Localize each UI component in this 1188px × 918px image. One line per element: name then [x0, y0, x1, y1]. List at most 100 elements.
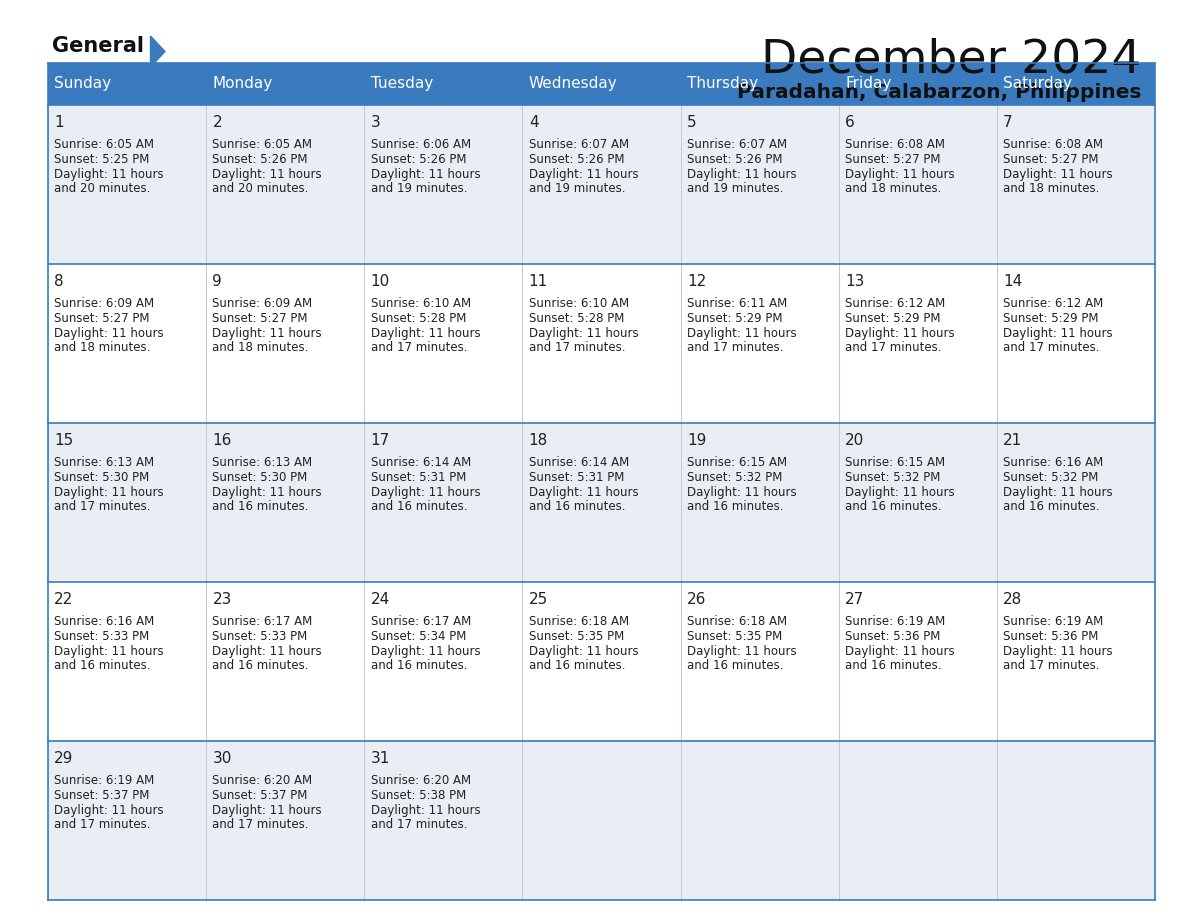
Text: 14: 14 — [1003, 274, 1023, 289]
Text: Daylight: 11 hours: Daylight: 11 hours — [213, 168, 322, 181]
Text: and 18 minutes.: and 18 minutes. — [845, 183, 941, 196]
Text: Sunrise: 6:15 AM: Sunrise: 6:15 AM — [845, 456, 946, 469]
Text: Sunset: 5:28 PM: Sunset: 5:28 PM — [371, 312, 466, 325]
Bar — [365, 63, 523, 105]
Bar — [839, 264, 997, 423]
Text: and 19 minutes.: and 19 minutes. — [529, 183, 625, 196]
Text: 30: 30 — [213, 751, 232, 766]
Text: Daylight: 11 hours: Daylight: 11 hours — [687, 486, 796, 498]
Text: Sunrise: 6:07 AM: Sunrise: 6:07 AM — [687, 138, 786, 151]
Text: Sunrise: 6:20 AM: Sunrise: 6:20 AM — [371, 774, 470, 787]
Bar — [48, 264, 207, 423]
Text: Sunset: 5:30 PM: Sunset: 5:30 PM — [213, 471, 308, 484]
Bar — [207, 264, 365, 423]
Bar — [839, 741, 997, 900]
Text: Sunrise: 6:10 AM: Sunrise: 6:10 AM — [371, 297, 470, 310]
Bar — [997, 741, 1155, 900]
Text: Sunrise: 6:19 AM: Sunrise: 6:19 AM — [55, 774, 154, 787]
Text: 19: 19 — [687, 433, 707, 448]
Bar — [523, 741, 681, 900]
Text: 22: 22 — [55, 592, 74, 607]
Text: Sunset: 5:33 PM: Sunset: 5:33 PM — [213, 630, 308, 643]
Text: 24: 24 — [371, 592, 390, 607]
Text: Sunrise: 6:05 AM: Sunrise: 6:05 AM — [55, 138, 154, 151]
Bar — [839, 63, 997, 105]
Text: Sunset: 5:35 PM: Sunset: 5:35 PM — [687, 630, 782, 643]
Text: 23: 23 — [213, 592, 232, 607]
Text: 21: 21 — [1003, 433, 1023, 448]
Text: Monday: Monday — [213, 76, 273, 92]
Bar — [681, 423, 839, 582]
Text: Sunrise: 6:08 AM: Sunrise: 6:08 AM — [1003, 138, 1104, 151]
Text: Sunset: 5:31 PM: Sunset: 5:31 PM — [371, 471, 466, 484]
Text: Sunset: 5:30 PM: Sunset: 5:30 PM — [55, 471, 150, 484]
Bar — [681, 582, 839, 741]
Text: Daylight: 11 hours: Daylight: 11 hours — [1003, 486, 1113, 498]
Bar — [681, 105, 839, 264]
Text: Sunset: 5:26 PM: Sunset: 5:26 PM — [529, 152, 624, 166]
Bar — [48, 105, 207, 264]
Text: 18: 18 — [529, 433, 548, 448]
Text: and 19 minutes.: and 19 minutes. — [687, 183, 783, 196]
Text: 7: 7 — [1003, 115, 1013, 130]
Text: Saturday: Saturday — [1003, 76, 1073, 92]
Text: Sunrise: 6:16 AM: Sunrise: 6:16 AM — [1003, 456, 1104, 469]
Bar — [681, 264, 839, 423]
Text: General: General — [52, 36, 144, 56]
Text: and 17 minutes.: and 17 minutes. — [529, 341, 625, 354]
Text: and 16 minutes.: and 16 minutes. — [845, 659, 942, 672]
Bar — [523, 582, 681, 741]
Bar — [997, 582, 1155, 741]
Text: 4: 4 — [529, 115, 538, 130]
Text: and 16 minutes.: and 16 minutes. — [845, 500, 942, 513]
Text: Daylight: 11 hours: Daylight: 11 hours — [371, 486, 480, 498]
Text: and 16 minutes.: and 16 minutes. — [371, 500, 467, 513]
Text: Sunset: 5:32 PM: Sunset: 5:32 PM — [1003, 471, 1099, 484]
Text: 17: 17 — [371, 433, 390, 448]
Text: 20: 20 — [845, 433, 865, 448]
Text: and 17 minutes.: and 17 minutes. — [55, 500, 151, 513]
Text: and 17 minutes.: and 17 minutes. — [371, 341, 467, 354]
Text: Daylight: 11 hours: Daylight: 11 hours — [55, 803, 164, 817]
Bar — [207, 423, 365, 582]
Text: 12: 12 — [687, 274, 706, 289]
Text: 5: 5 — [687, 115, 696, 130]
Text: Daylight: 11 hours: Daylight: 11 hours — [213, 644, 322, 657]
Text: and 20 minutes.: and 20 minutes. — [213, 183, 309, 196]
Text: Sunrise: 6:13 AM: Sunrise: 6:13 AM — [213, 456, 312, 469]
Text: Sunset: 5:37 PM: Sunset: 5:37 PM — [213, 789, 308, 801]
Text: Sunset: 5:32 PM: Sunset: 5:32 PM — [845, 471, 941, 484]
Text: Sunset: 5:33 PM: Sunset: 5:33 PM — [55, 630, 150, 643]
Bar — [365, 423, 523, 582]
Text: Daylight: 11 hours: Daylight: 11 hours — [687, 327, 796, 340]
Text: Wednesday: Wednesday — [529, 76, 618, 92]
Text: Paradahan, Calabarzon, Philippines: Paradahan, Calabarzon, Philippines — [738, 83, 1142, 102]
Bar — [523, 105, 681, 264]
Text: and 16 minutes.: and 16 minutes. — [213, 659, 309, 672]
Text: Sunset: 5:29 PM: Sunset: 5:29 PM — [1003, 312, 1099, 325]
Text: Sunrise: 6:09 AM: Sunrise: 6:09 AM — [213, 297, 312, 310]
Text: Sunrise: 6:11 AM: Sunrise: 6:11 AM — [687, 297, 788, 310]
Text: Sunset: 5:38 PM: Sunset: 5:38 PM — [371, 789, 466, 801]
Text: and 18 minutes.: and 18 minutes. — [1003, 183, 1100, 196]
Text: and 16 minutes.: and 16 minutes. — [55, 659, 151, 672]
Text: Sunrise: 6:16 AM: Sunrise: 6:16 AM — [55, 615, 154, 628]
Text: 8: 8 — [55, 274, 64, 289]
Bar — [681, 63, 839, 105]
Text: and 16 minutes.: and 16 minutes. — [371, 659, 467, 672]
Text: Daylight: 11 hours: Daylight: 11 hours — [1003, 168, 1113, 181]
Text: and 17 minutes.: and 17 minutes. — [687, 341, 783, 354]
Text: Sunset: 5:34 PM: Sunset: 5:34 PM — [371, 630, 466, 643]
Text: Sunset: 5:27 PM: Sunset: 5:27 PM — [845, 152, 941, 166]
Text: 13: 13 — [845, 274, 865, 289]
Text: Sunrise: 6:14 AM: Sunrise: 6:14 AM — [371, 456, 470, 469]
Text: and 16 minutes.: and 16 minutes. — [529, 500, 625, 513]
Text: Sunrise: 6:13 AM: Sunrise: 6:13 AM — [55, 456, 154, 469]
Text: 29: 29 — [55, 751, 74, 766]
Text: and 17 minutes.: and 17 minutes. — [371, 819, 467, 832]
Text: Daylight: 11 hours: Daylight: 11 hours — [687, 644, 796, 657]
Text: Sunrise: 6:09 AM: Sunrise: 6:09 AM — [55, 297, 154, 310]
Text: Sunrise: 6:20 AM: Sunrise: 6:20 AM — [213, 774, 312, 787]
Text: 28: 28 — [1003, 592, 1023, 607]
Bar — [997, 264, 1155, 423]
